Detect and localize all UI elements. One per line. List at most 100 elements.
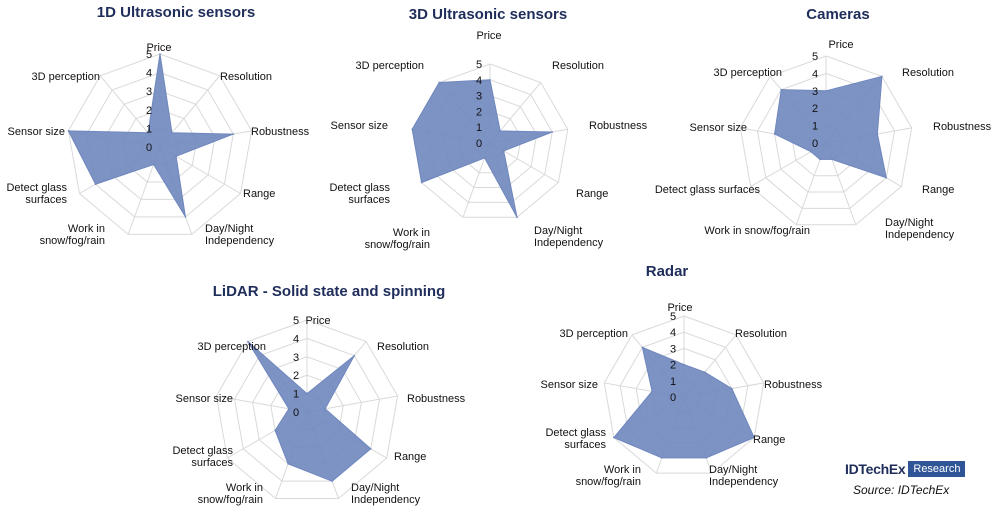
data-area <box>774 75 887 179</box>
data-point-robustness <box>324 408 326 410</box>
axis-label-resolution: Resolution <box>735 328 787 340</box>
axis-label-sensor-size: Sensor size <box>541 379 598 391</box>
tick-label-3: 3 <box>812 86 818 98</box>
axis-label-robustness: Robustness <box>933 121 992 133</box>
radar-chart-lidar-solid-state-and-spinning: 0 1 2 3 4 5 Price Resolution Robustness Range Day/… <box>172 283 465 506</box>
data-area <box>613 346 755 459</box>
axis-label-3d-perception: 3D perception <box>560 328 629 340</box>
tick-label-4: 4 <box>476 75 482 87</box>
axis-label-range: Range <box>243 188 275 200</box>
idtechex-logo: IDTechEx Research <box>845 461 966 477</box>
data-point-price <box>489 79 491 81</box>
data-point-resolution <box>171 131 173 134</box>
data-point-detect-glass-surfaces <box>274 429 276 432</box>
data-point-day-night-independency <box>331 480 333 482</box>
tick-label-5: 5 <box>293 315 299 327</box>
data-point-range <box>753 436 755 439</box>
data-point-detect-glass-surfaces <box>810 150 812 153</box>
axis-label-robustness: Robustness <box>251 126 310 138</box>
data-point-range <box>502 150 505 152</box>
tick-label-5: 5 <box>812 51 818 63</box>
tick-label-1: 1 <box>146 123 152 135</box>
axis-label-robustness: Robustness <box>589 120 648 132</box>
axis-label-range: Range <box>576 188 608 200</box>
chart-title: 1D Ultrasonic sensors <box>97 4 255 21</box>
axis-label-sensor-size: Sensor size <box>690 122 747 134</box>
data-area <box>247 341 372 482</box>
axis-label-price: Price <box>305 315 330 327</box>
data-point-detect-glass-surfaces <box>94 183 97 185</box>
data-point-robustness <box>731 387 733 390</box>
axis-label-3d-perception: 3D perception <box>356 60 425 72</box>
axis-label-range: Range <box>753 434 785 446</box>
tick-label-5: 5 <box>146 49 152 61</box>
axis-label-detect-glass-surfaces: Detect glass surfaces <box>655 184 761 196</box>
brand-name: IDTechEx <box>845 461 906 477</box>
axis-label-3d-perception: 3D perception <box>714 67 783 79</box>
tick-label-0: 0 <box>812 138 818 150</box>
tick-label-0: 0 <box>476 138 482 150</box>
data-point-sensor-size <box>288 408 290 410</box>
data-point-3d-perception <box>438 81 441 84</box>
data-point-detect-glass-surfaces <box>420 181 423 184</box>
axis-label-range: Range <box>394 451 426 463</box>
chart-title: LiDAR - Solid state and spinning <box>213 283 446 300</box>
data-point-day-night-independency <box>516 216 518 219</box>
tick-label-3: 3 <box>146 86 152 98</box>
axis-label-resolution: Resolution <box>552 60 604 72</box>
axis-label-day-night-independency: Day/Night Independency <box>885 217 955 241</box>
tick-label-3: 3 <box>670 343 676 355</box>
axis-label-work-in-snow-fog-rain: Work in snow/fog/rain <box>576 464 641 488</box>
axis-label-work-in-snow-fog-rain: Work in snow/fog/rain <box>198 482 263 506</box>
tick-label-1: 1 <box>812 121 818 133</box>
tick-label-5: 5 <box>670 311 676 323</box>
axis-label-sensor-size: Sensor size <box>8 126 65 138</box>
data-point-day-night-independency <box>705 457 707 459</box>
data-point-3d-perception <box>147 131 149 134</box>
axis-label-sensor-size: Sensor size <box>176 393 233 405</box>
tick-label-1: 1 <box>476 122 482 134</box>
data-point-robustness <box>551 131 554 133</box>
axis-label-resolution: Resolution <box>220 71 272 83</box>
axis-label-price: Price <box>476 30 501 42</box>
data-area <box>411 79 553 218</box>
data-point-resolution <box>704 371 706 373</box>
axis-label-day-night-independency: Day/Night Independency <box>534 225 604 249</box>
tick-label-2: 2 <box>476 106 482 118</box>
data-point-sensor-size <box>651 390 653 393</box>
axis-label-day-night-independency: Day/Night Independency <box>709 464 779 488</box>
radar-chart-cameras: 0 1 2 3 4 5 Price Resolution Robustness Range Day/… <box>655 6 992 241</box>
data-point-day-night-independency <box>831 158 833 161</box>
tick-label-0: 0 <box>146 142 152 154</box>
axis-label-detect-glass-surfaces: Detect glass surfaces <box>329 182 390 206</box>
tick-label-1: 1 <box>670 376 676 388</box>
data-point-sensor-size <box>773 133 776 135</box>
tick-label-3: 3 <box>293 352 299 364</box>
axis-label-3d-perception: 3D perception <box>32 71 101 83</box>
data-point-range <box>175 155 177 158</box>
tick-label-2: 2 <box>670 360 676 372</box>
data-area <box>67 53 234 218</box>
grid-ring-2 <box>122 109 198 183</box>
axis-label-price: Price <box>146 42 171 54</box>
chart-title: 3D Ultrasonic sensors <box>409 6 567 23</box>
axis-label-day-night-independency: Day/Night Independency <box>205 223 275 247</box>
data-point-range <box>369 448 372 450</box>
axis-label-detect-glass-surfaces: Detect glass surfaces <box>545 427 606 451</box>
axis-label-day-night-independency: Day/Night Independency <box>351 482 421 506</box>
data-point-resolution <box>881 75 883 78</box>
data-point-3d-perception <box>641 346 644 349</box>
tick-label-4: 4 <box>146 68 152 80</box>
grid-ring-5 <box>215 319 399 499</box>
axis-label-price: Price <box>828 39 853 51</box>
radar-chart-3d-ultrasonic-sensors: 0 1 2 3 4 5 Price Resolution Robustness Range Day/… <box>329 6 647 251</box>
axis-label-robustness: Robustness <box>407 393 466 405</box>
data-point-price <box>683 363 685 366</box>
axis-label-work-in-snow-fog-rain: Work in snow/fog/rain <box>365 227 430 251</box>
data-point-work-in-snow-fog-rain <box>152 163 155 166</box>
brand-badge: Research <box>908 461 966 477</box>
axis-label-3d-perception: 3D perception <box>198 341 267 353</box>
